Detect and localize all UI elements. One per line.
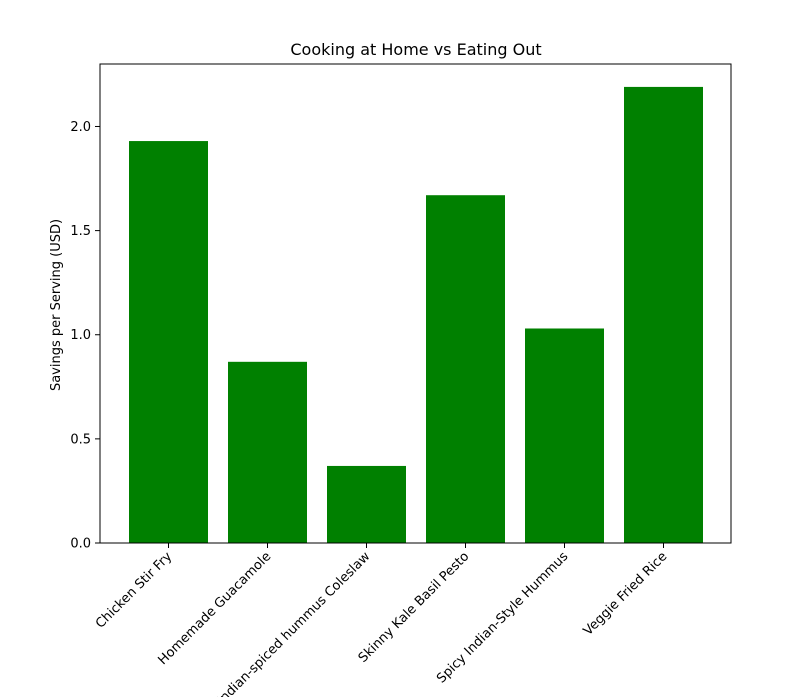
bar-1 [228, 361, 307, 543]
x-tick-label-5: Veggie Fried Rice [581, 549, 671, 639]
bars-group [129, 86, 703, 544]
x-tick-label-0: Chicken Stir Fry [93, 549, 176, 632]
y-tick-label-0: 0.0 [70, 537, 91, 552]
bar-0 [129, 141, 208, 543]
bar-2 [327, 465, 406, 543]
y-tick-label-2: 1.0 [70, 328, 91, 343]
plot-area-frame [99, 63, 732, 544]
x-tick-label-2: Indian-spiced hummus Coleslaw [215, 549, 374, 697]
bar-4 [525, 328, 604, 543]
bar-3 [426, 195, 505, 543]
y-axis-label: Savings per Serving (USD) [49, 219, 64, 391]
x-tick-label-1: Homemade Guacamole [156, 549, 275, 668]
x-tick-label-3: Skinny Kale Basil Pesto [356, 549, 473, 666]
y-tick-label-1: 0.5 [70, 432, 91, 447]
bar-5 [624, 86, 703, 544]
y-tick-label-3: 1.5 [70, 224, 91, 239]
chart-title: Cooking at Home vs Eating Out [290, 40, 541, 59]
y-tick-label-4: 2.0 [70, 120, 91, 135]
y-axis: 0.0 0.5 1.0 1.5 2.0 [70, 120, 100, 552]
